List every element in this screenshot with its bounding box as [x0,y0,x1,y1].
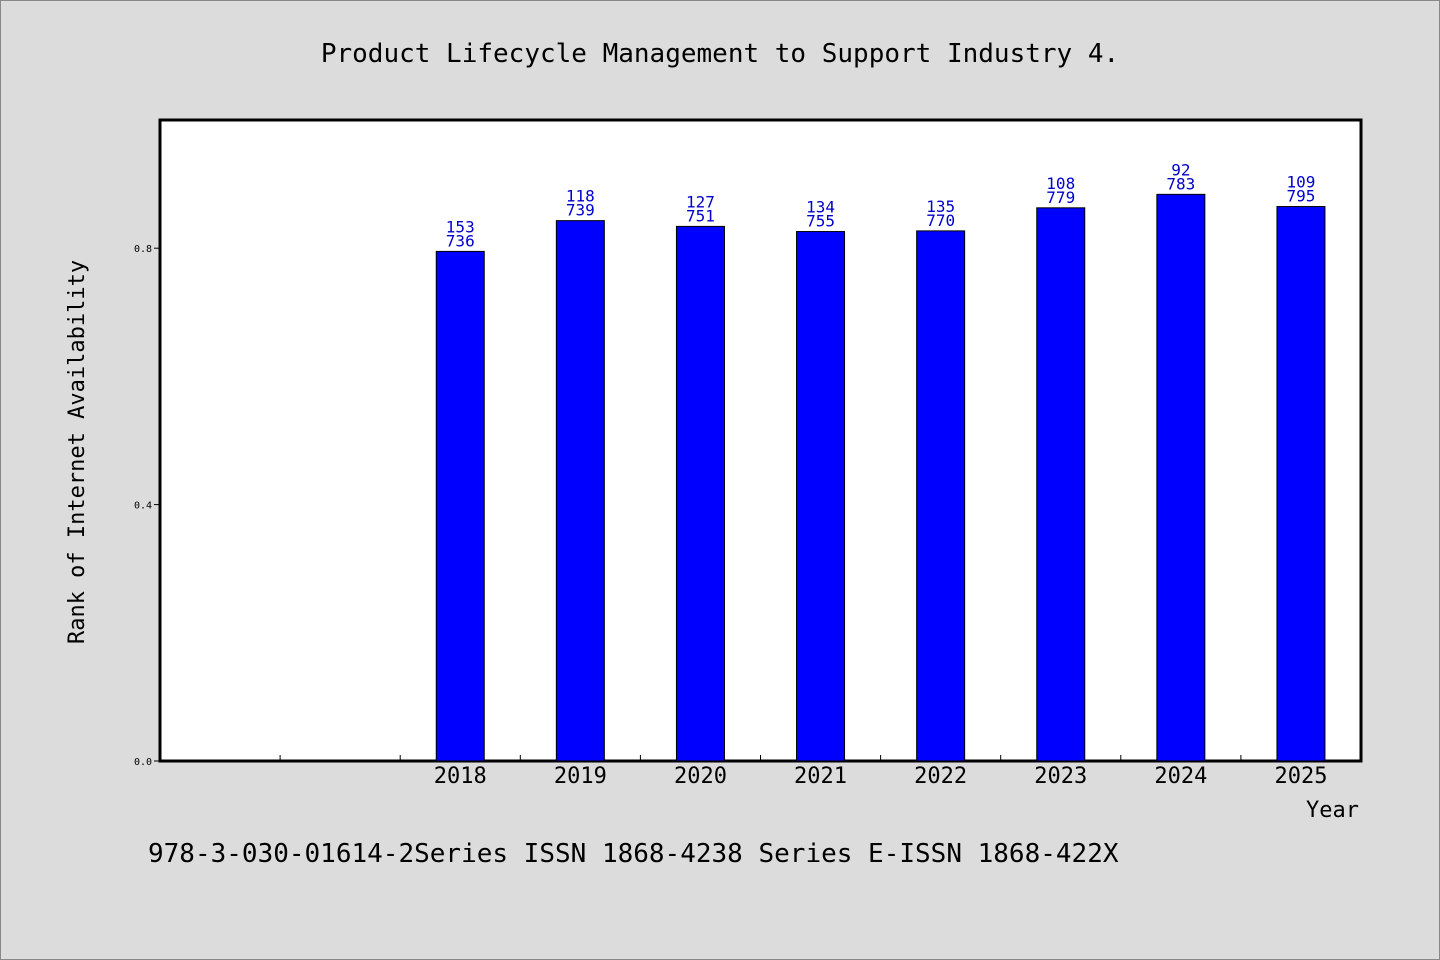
bar-2025 [1276,206,1326,762]
bars [435,193,1326,762]
bar-2018 [435,250,485,762]
bar-label-bottom: 770 [926,211,955,230]
y-tick-label: 0.8 [134,244,152,255]
bar-2021 [796,231,846,762]
x-tick-label: 2019 [554,764,607,789]
bar-label-top: 118 [566,187,595,206]
x-tick-label: 2022 [914,764,967,789]
bar-label-bottom: 751 [686,206,715,225]
y-axis-label: Rank of Internet Availability [65,260,90,644]
x-tick-label: 2018 [434,764,487,789]
footnote: 978-3-030-01614-2Series ISSN 1868-4238 S… [148,839,1119,869]
y-tick-label: 0.4 [134,501,152,512]
bar-label-bottom: 755 [806,212,835,231]
bar-2023 [1036,207,1086,762]
bar-label-top: 92 [1171,160,1190,179]
bar-label-top: 153 [446,217,475,236]
x-axis-label: Year [1306,798,1359,823]
y-tick-label: 0.0 [134,757,152,768]
bar-2022 [916,230,966,762]
bar-label-bottom: 779 [1046,188,1075,207]
bar-label-top: 135 [926,197,955,216]
bar-label-bottom: 795 [1286,187,1315,206]
x-tick-label: 2023 [1034,764,1087,789]
bar-label-bottom: 783 [1166,174,1195,193]
x-tick-label: 2025 [1274,764,1327,789]
bar-label-top: 134 [806,198,835,217]
y-ticks: 0.0 0.4 0.8 [134,244,160,768]
bar-label-bottom: 736 [446,231,475,250]
bar-2019 [555,220,605,762]
bar-label-top: 127 [686,192,715,211]
bar-label-top: 109 [1286,173,1315,192]
x-ticks: 2018 2019 2020 2021 2022 2023 2024 2025 [279,755,1327,789]
x-tick-label: 2024 [1154,764,1207,789]
x-tick-label: 2021 [794,764,847,789]
bar-label-bottom: 739 [566,201,595,220]
bar-2024 [1156,193,1206,762]
bar-2020 [675,225,725,762]
x-tick-label: 2020 [674,764,727,789]
bar-label-top: 108 [1046,174,1075,193]
chart-title: Product Lifecycle Management to Support … [321,39,1119,69]
